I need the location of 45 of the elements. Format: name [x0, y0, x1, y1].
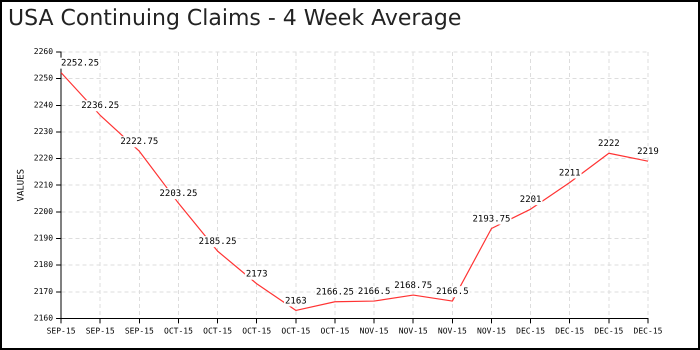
y-tick-label: 2220 — [34, 154, 54, 163]
chart-title: USA Continuing Claims - 4 Week Average — [8, 6, 462, 31]
y-axis-title: VALUES — [16, 168, 27, 202]
x-tick-label: NOV-15 — [398, 326, 428, 336]
x-tick-label: SEP-15 — [124, 326, 154, 336]
data-label: 2201 — [520, 195, 542, 206]
data-label: 2211 — [558, 168, 581, 178]
x-tick-label: NOV-15 — [438, 326, 467, 336]
y-tick-label: 2230 — [34, 127, 54, 136]
data-label: 2236.25 — [81, 101, 120, 112]
x-tick-label: DEC-15 — [594, 326, 624, 336]
y-tick-label: 2240 — [34, 100, 54, 110]
x-tick-label: OCT-15 — [320, 326, 350, 336]
x-tick-label: SEP-15 — [86, 326, 115, 336]
data-label: 2173 — [246, 270, 268, 280]
x-tick-label: DEC-15 — [634, 326, 663, 336]
x-tick-label: OCT-15 — [242, 326, 272, 336]
data-label: 2222 — [598, 139, 620, 150]
data-label: 2166.5 — [358, 286, 390, 297]
x-tick-label: NOV-15 — [477, 326, 506, 336]
data-label: 2166.5 — [436, 286, 469, 297]
y-tick-label: 2200 — [34, 206, 54, 216]
x-tick-label: DEC-15 — [516, 326, 546, 336]
y-tick-label: 2170 — [34, 286, 54, 296]
data-label: 2166.25 — [316, 288, 354, 298]
x-tick-label: SEP-15 — [46, 326, 76, 336]
y-tick-label: 2160 — [34, 313, 54, 322]
y-tick-label: 2180 — [34, 260, 54, 270]
x-tick-label: NOV-15 — [360, 326, 389, 336]
x-tick-label: OCT-15 — [164, 326, 194, 336]
data-label: 2193.75 — [472, 214, 510, 224]
x-tick-label: OCT-15 — [281, 326, 310, 336]
data-label: 2168.75 — [394, 280, 432, 291]
data-label: 2219 — [637, 147, 659, 158]
x-tick-label: DEC-15 — [555, 326, 584, 336]
y-tick-label: 2210 — [34, 180, 54, 190]
data-label: 2185.25 — [198, 236, 237, 247]
y-tick-label: 2250 — [34, 74, 54, 83]
y-tick-label: 2190 — [34, 234, 54, 243]
y-tick-label: 2260 — [34, 47, 54, 56]
data-label: 2163 — [284, 296, 307, 306]
data-label: 2203.25 — [159, 189, 198, 200]
x-tick-label: OCT-15 — [203, 326, 232, 336]
data-label: 2222.75 — [120, 137, 158, 148]
data-label: 2252.25 — [61, 58, 99, 68]
